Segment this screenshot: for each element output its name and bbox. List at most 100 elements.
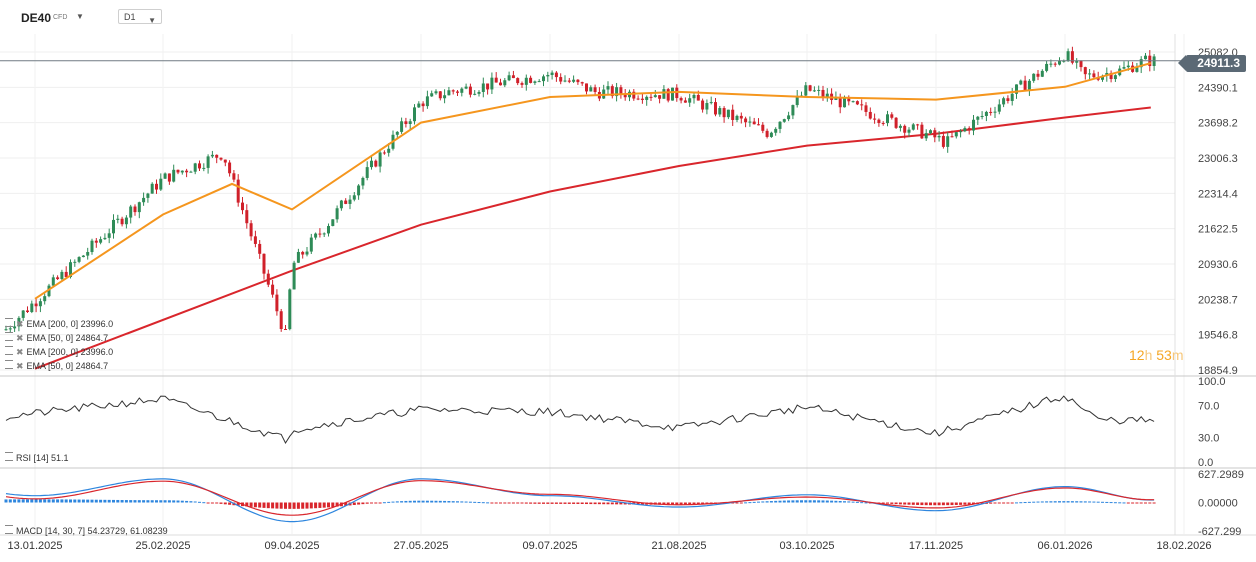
macd-legend[interactable]: MACD [14, 30, 7] 54.23729, 61.08239 bbox=[5, 525, 168, 536]
candle-body bbox=[903, 125, 907, 133]
candle-body bbox=[851, 101, 855, 103]
rsi-line bbox=[5, 395, 1155, 445]
symbol-dropdown-icon[interactable]: ▼ bbox=[76, 12, 84, 21]
macd-tick-label: -627.299 bbox=[1198, 526, 1241, 538]
close-icon[interactable]: ✖ bbox=[16, 361, 24, 371]
candle-body bbox=[877, 119, 881, 124]
macd-histogram-bar bbox=[271, 502, 275, 509]
menu-icon[interactable] bbox=[5, 452, 13, 461]
macd-histogram-bar bbox=[17, 499, 21, 503]
candle-body bbox=[51, 277, 55, 286]
candle-body bbox=[468, 86, 472, 95]
macd-histogram-bar bbox=[202, 502, 206, 504]
macd-histogram-bar bbox=[180, 500, 184, 503]
candle-body bbox=[1027, 80, 1031, 91]
macd-histogram-bar bbox=[752, 501, 756, 503]
candles bbox=[4, 46, 1156, 333]
price-tick-label: 21622.5 bbox=[1198, 224, 1238, 236]
macd-histogram-bar bbox=[950, 502, 954, 506]
candle-body bbox=[645, 96, 649, 100]
ema200-line bbox=[34, 106, 1151, 370]
candle-body bbox=[348, 199, 352, 204]
macd-histogram-bar bbox=[262, 502, 266, 508]
candle-body bbox=[327, 225, 330, 234]
macd-histogram-bar bbox=[972, 502, 975, 505]
macd-histogram-bar bbox=[593, 502, 597, 505]
candle-body bbox=[615, 87, 619, 97]
macd-histogram-bar bbox=[494, 502, 498, 504]
macd-histogram-bar bbox=[176, 500, 180, 503]
chevron-down-icon: ▼ bbox=[148, 16, 156, 25]
macd-histogram-bar bbox=[1070, 501, 1074, 503]
macd-histogram-bar bbox=[417, 500, 421, 503]
macd-histogram-bar bbox=[1113, 502, 1117, 504]
macd-histogram-bar bbox=[1058, 501, 1061, 503]
menu-icon[interactable] bbox=[5, 346, 13, 355]
candle-body bbox=[632, 91, 636, 99]
candle-body bbox=[946, 136, 950, 147]
macd-histogram-bar bbox=[408, 500, 412, 503]
ema50-legend-b[interactable]: ✖ EMA [50, 0] 24864.7 bbox=[5, 360, 108, 372]
candle-body bbox=[155, 183, 158, 190]
close-icon[interactable]: ✖ bbox=[16, 347, 24, 357]
menu-icon[interactable] bbox=[5, 525, 13, 534]
candle-body bbox=[671, 87, 674, 101]
candle-body bbox=[1135, 67, 1139, 72]
candle-body bbox=[688, 98, 692, 103]
macd-histogram-bar bbox=[1049, 501, 1053, 503]
macd-histogram-bar bbox=[481, 502, 485, 504]
macd-histogram-bar bbox=[997, 502, 1001, 504]
candle-body bbox=[619, 87, 623, 94]
candle-body bbox=[748, 121, 752, 123]
macd-histogram-bar bbox=[778, 500, 782, 503]
candle-body bbox=[585, 83, 588, 92]
candle-body bbox=[868, 111, 872, 119]
candle-body bbox=[718, 108, 722, 115]
rsi-legend[interactable]: RSI [14] 51.1 bbox=[5, 452, 69, 463]
candle-body bbox=[907, 129, 911, 133]
close-icon[interactable]: ✖ bbox=[16, 319, 24, 329]
candle-body bbox=[413, 107, 416, 122]
macd-histogram-bar bbox=[335, 502, 339, 507]
ema50-line bbox=[34, 62, 1152, 300]
macd-histogram-bar bbox=[787, 500, 791, 503]
candle-body bbox=[559, 77, 563, 82]
menu-icon[interactable] bbox=[5, 318, 13, 327]
macd-histogram-bar bbox=[804, 500, 808, 503]
ema50-legend-a[interactable]: ✖ EMA [50, 0] 24864.7 bbox=[5, 332, 108, 344]
macd-histogram-bar bbox=[903, 502, 907, 505]
rsi-tick-label: 100.0 bbox=[1198, 376, 1226, 388]
macd-histogram-bar bbox=[1006, 502, 1010, 504]
macd-histogram-bar bbox=[322, 502, 326, 508]
candle-body bbox=[976, 116, 980, 120]
symbol-name[interactable]: DE40 bbox=[21, 11, 52, 25]
ema200-legend-b[interactable]: ✖ EMA [200, 0] 23996.0 bbox=[5, 346, 113, 358]
macd-histogram-bar bbox=[69, 499, 72, 503]
candle-body bbox=[486, 83, 490, 90]
timeframe-select[interactable]: D1 ▼ bbox=[118, 9, 162, 25]
macd-histogram-bar bbox=[460, 501, 464, 503]
candle-body bbox=[129, 206, 133, 218]
ema200-legend-a[interactable]: ✖ EMA [200, 0] 23996.0 bbox=[5, 318, 113, 330]
macd-histogram-bar bbox=[438, 500, 442, 503]
menu-icon[interactable] bbox=[5, 332, 13, 341]
macd-histogram-bar bbox=[933, 502, 937, 506]
macd-histogram-bar bbox=[1152, 502, 1156, 504]
candle-body bbox=[193, 163, 197, 172]
macd-histogram-bar bbox=[99, 499, 103, 503]
macd-histogram-bar bbox=[507, 502, 511, 504]
candle-body bbox=[778, 121, 782, 129]
close-icon[interactable]: ✖ bbox=[16, 333, 24, 343]
macd-histogram-bar bbox=[288, 502, 292, 509]
menu-icon[interactable] bbox=[5, 360, 13, 369]
candle-body bbox=[825, 93, 829, 98]
macd-histogram-bar bbox=[967, 502, 971, 505]
macd-histogram-bar bbox=[210, 502, 214, 504]
macd-histogram-bar bbox=[1015, 502, 1018, 504]
macd-histogram-bar bbox=[1139, 502, 1143, 504]
candle-body bbox=[266, 273, 270, 285]
macd-histogram-bar bbox=[266, 502, 270, 509]
macd-histogram-bar bbox=[193, 501, 197, 503]
candle-body bbox=[937, 135, 941, 138]
